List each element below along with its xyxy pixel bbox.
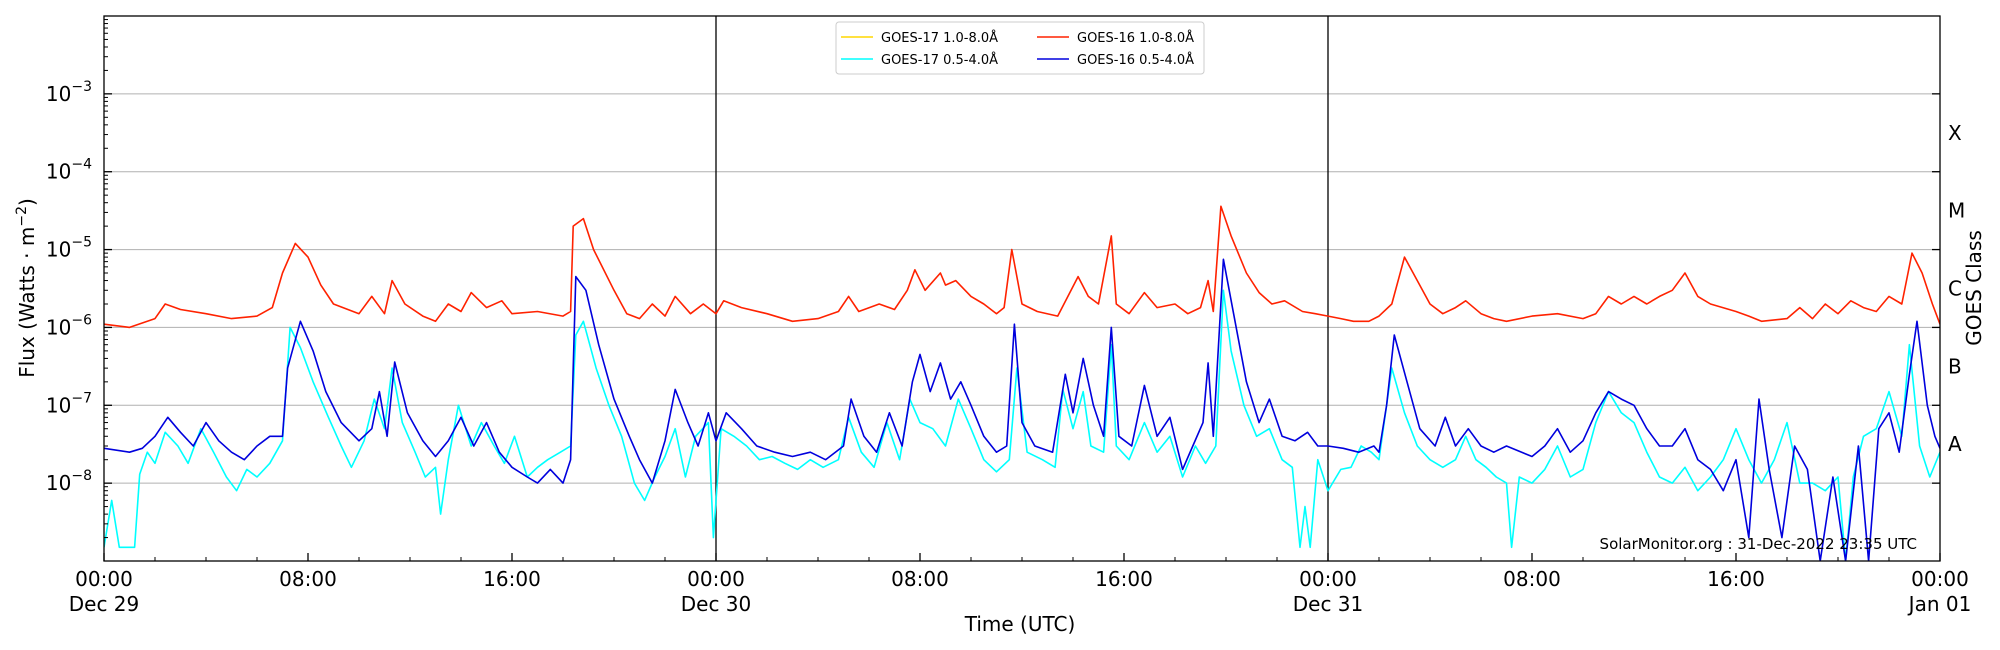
goes-class-label: A bbox=[1948, 432, 1962, 456]
x-tick-time-label: 00:00 bbox=[75, 567, 133, 591]
series-line-2 bbox=[104, 205, 1940, 329]
x-tick-date-label: Dec 31 bbox=[1293, 592, 1364, 616]
x-tick-time-label: 08:00 bbox=[279, 567, 337, 591]
day-boundary-lines bbox=[715, 16, 1329, 561]
x-tick-time-label: 16:00 bbox=[1095, 567, 1153, 591]
goes-class-label: M bbox=[1948, 199, 1965, 223]
grid-lines bbox=[104, 93, 1940, 484]
y-axis-title-exp: −2 bbox=[14, 206, 30, 227]
legend-box bbox=[835, 21, 1205, 75]
goes-class-label: X bbox=[1948, 121, 1962, 145]
legend-label: GOES-16 1.0-8.0Å bbox=[1077, 30, 1194, 46]
x-tick-time-label: 00:00 bbox=[687, 567, 745, 591]
y-tick-label: 10−7 bbox=[46, 390, 92, 417]
x-tick-date-label: Jan 01 bbox=[1907, 592, 1972, 616]
y-tick-label: 10−5 bbox=[46, 235, 92, 262]
series-line-1 bbox=[104, 289, 1940, 561]
goes-class-label: C bbox=[1948, 277, 1962, 301]
y-tick-label: 10−6 bbox=[46, 312, 92, 339]
y-tick-label: 10−4 bbox=[46, 157, 92, 184]
x-tick-time-label: 00:00 bbox=[1911, 567, 1969, 591]
x-tick-date-label: Dec 29 bbox=[69, 592, 140, 616]
x-tick-date-label: Dec 30 bbox=[681, 592, 752, 616]
x-axis-title: Time (UTC) bbox=[964, 612, 1076, 636]
y-axis-ticks: 10−8 10−7 10−6 10−5 10−4 10−3 bbox=[46, 19, 1940, 539]
goes-class-label: B bbox=[1948, 354, 1962, 378]
x-tick-time-label: 16:00 bbox=[1707, 567, 1765, 591]
x-tick-time-label: 16:00 bbox=[483, 567, 541, 591]
y-tick-label: 10−8 bbox=[46, 468, 92, 495]
x-tick-time-label: 00:00 bbox=[1299, 567, 1357, 591]
right-axis-title: GOES Class bbox=[1962, 230, 1986, 346]
credit-text: SolarMonitor.org : 31-Dec-2022 23:35 UTC bbox=[1600, 535, 1917, 553]
series-line-3 bbox=[104, 258, 1940, 561]
legend-label: GOES-16 0.5-4.0Å bbox=[1077, 52, 1194, 68]
y-tick-label: 10−3 bbox=[46, 79, 92, 106]
legend-label: GOES-17 0.5-4.0Å bbox=[881, 52, 998, 68]
legend-label: GOES-17 1.0-8.0Å bbox=[881, 30, 998, 46]
series-lines bbox=[104, 205, 1940, 561]
x-tick-time-label: 08:00 bbox=[891, 567, 949, 591]
goes-class-labels: A B C M X bbox=[1948, 121, 1965, 456]
y-axis-title: Flux (Watts · m−2) bbox=[14, 198, 39, 378]
x-tick-time-label: 08:00 bbox=[1503, 567, 1561, 591]
legend: GOES-17 1.0-8.0Å GOES-16 1.0-8.0Å GOES-17 … bbox=[835, 21, 1205, 75]
